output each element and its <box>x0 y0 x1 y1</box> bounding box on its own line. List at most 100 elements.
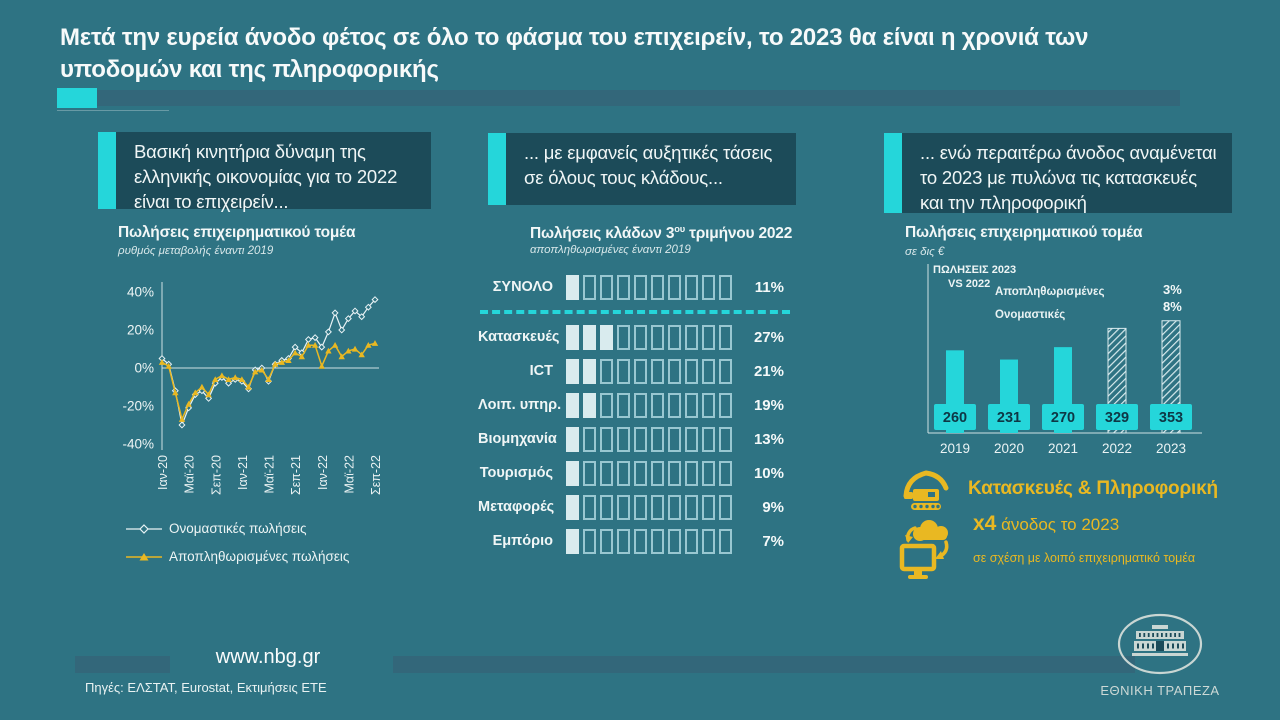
year-label: 2022 <box>1102 441 1132 456</box>
unit-square <box>668 392 681 418</box>
right-chart-title: Πωλήσεις επιχειρηματικού τομέα <box>905 224 1143 241</box>
x-tick-label: Σεπ-21 <box>289 455 303 495</box>
sector-pictogram-chart: ΣΥΝΟΛΟ 11% Κατασκευές 27% ICT 21% Λοιπ. υπηρ. 1… <box>478 262 798 558</box>
legend-nominal: Ονομαστικές πωλήσεις <box>126 521 307 536</box>
legend-deflated: Αποπληθωρισμένες πωλήσεις <box>126 549 349 564</box>
unit-square <box>651 460 664 486</box>
sector-row: ΣΥΝΟΛΟ 11% <box>478 270 798 304</box>
website-link[interactable]: www.nbg.gr <box>215 646 321 668</box>
unit-square <box>685 460 698 486</box>
data-point <box>351 307 359 315</box>
sector-label: Μεταφορές <box>478 499 555 515</box>
sales-growth-line-chart: 40% 20% 0% -20% -40%Ιαν-20 Μαϊ-20 Σεπ-20 Ιαν-21… <box>122 282 383 495</box>
middle-chart-title: Πωλήσεις κλάδων 3ου τριμήνου 2022 <box>530 224 793 243</box>
unit-square <box>651 324 664 350</box>
data-point <box>245 383 252 390</box>
unit-square <box>702 392 715 418</box>
data-point <box>331 342 339 348</box>
sector-label: ΣΥΝΟΛΟ <box>492 279 553 295</box>
unit-square <box>566 460 579 486</box>
unit-square <box>634 426 647 452</box>
nbg-bank-logo <box>1117 613 1203 675</box>
unit-square <box>583 274 596 300</box>
unit-square <box>668 528 681 554</box>
value-box <box>1042 404 1084 430</box>
highlight-title: Κατασκευές & Πληροφορική <box>968 478 1218 499</box>
y-tick-label: 40% <box>127 285 154 300</box>
data-point <box>358 313 366 321</box>
unit-square <box>685 426 698 452</box>
title-accent-block <box>57 88 97 108</box>
x-tick-label: Μαϊ-22 <box>342 455 356 494</box>
unit-square <box>702 358 715 384</box>
unit-square <box>685 358 698 384</box>
unit-square <box>583 324 596 350</box>
unit-square <box>600 274 613 300</box>
unit-square <box>719 358 732 384</box>
dashed-divider <box>480 310 790 314</box>
sector-value: 27% <box>753 328 784 346</box>
unit-square <box>685 274 698 300</box>
sector-squares <box>566 358 744 384</box>
unit-square <box>668 324 681 350</box>
bar-value: 231 <box>997 410 1021 426</box>
sector-squares <box>566 494 744 520</box>
unit-square <box>566 426 579 452</box>
sector-label: Εμπόριο <box>492 533 553 549</box>
unit-square <box>617 460 630 486</box>
data-point <box>172 389 179 396</box>
unit-square <box>719 460 732 486</box>
data-point <box>344 315 352 323</box>
unit-square <box>617 494 630 520</box>
unit-square <box>651 274 664 300</box>
bar-value: 329 <box>1105 410 1129 426</box>
callout-middle: ... με εμφανείς αυξητικές τάσεις σε όλου… <box>506 133 796 205</box>
x-tick-label: Ιαν-20 <box>156 455 170 490</box>
sector-value: 13% <box>753 430 784 448</box>
sector-squares <box>566 426 744 452</box>
unit-square <box>651 528 664 554</box>
unit-square <box>668 460 681 486</box>
bar-value: 260 <box>943 410 967 426</box>
data-point <box>258 366 266 373</box>
data-point <box>218 372 226 379</box>
unit-square <box>651 426 664 452</box>
data-point <box>358 351 365 358</box>
unit-square <box>634 392 647 418</box>
unit-square <box>651 494 664 520</box>
unit-square <box>719 528 732 554</box>
sector-row: Λοιπ. υπηρ. 19% <box>478 388 798 422</box>
highlight-multiplier-line: x4 άνοδος το 2023 <box>973 512 1119 536</box>
sector-squares <box>566 460 744 486</box>
unit-square <box>668 426 681 452</box>
unit-square <box>600 460 613 486</box>
unit-square <box>566 324 579 350</box>
unit-square <box>617 392 630 418</box>
unit-square <box>617 426 630 452</box>
unit-square <box>617 324 630 350</box>
unit-square <box>617 358 630 384</box>
year-label: 2019 <box>940 441 970 456</box>
unit-square <box>600 426 613 452</box>
data-point <box>205 391 212 398</box>
unit-square <box>719 324 732 350</box>
title-underline-band <box>97 90 1180 106</box>
footer-band-left <box>75 656 170 673</box>
footer-band-right <box>393 656 1135 673</box>
bar-value: 270 <box>1051 410 1075 426</box>
unit-square <box>634 460 647 486</box>
unit-square <box>617 528 630 554</box>
left-chart-subtitle: ρυθμός μεταβολής έναντι 2019 <box>118 245 274 257</box>
callout-accent-right <box>884 133 902 213</box>
value-box <box>1150 404 1192 430</box>
data-point <box>178 416 186 422</box>
data-point <box>298 353 305 360</box>
unit-square <box>634 528 647 554</box>
callout-left: Βασική κινητήρια δύναμη της ελληνικής οι… <box>116 132 431 212</box>
sector-row: Βιομηχανία 13% <box>478 422 798 456</box>
data-point <box>311 334 319 342</box>
cloud-computer-icon <box>899 520 949 579</box>
unit-square <box>719 494 732 520</box>
y-tick-label: -40% <box>122 437 154 452</box>
data-point <box>225 379 233 387</box>
